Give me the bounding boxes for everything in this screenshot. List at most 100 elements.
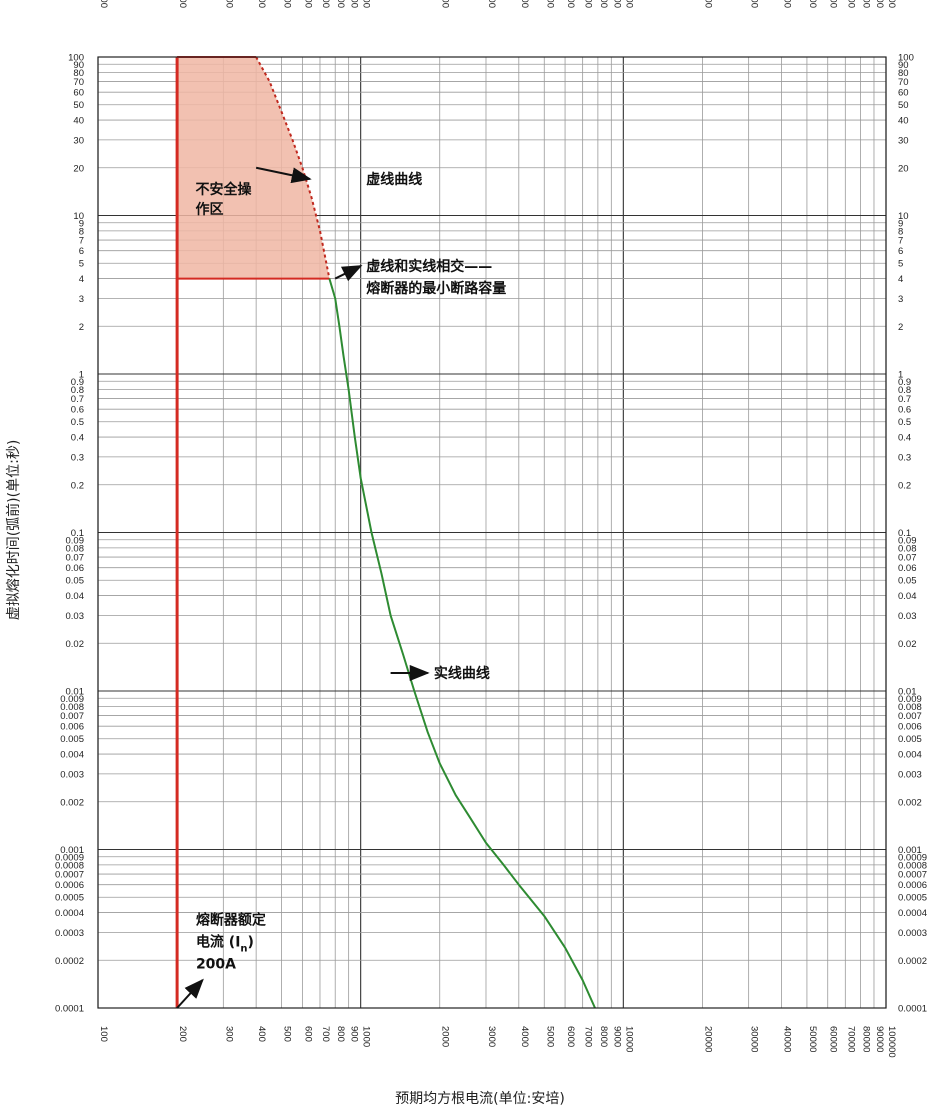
y-tick-label-right: 0.0001: [898, 1004, 927, 1015]
x-tick-label-top: 90000: [874, 0, 885, 8]
y-tick-label-left: 0.0002: [55, 956, 84, 967]
y-tick-label-left: 0.2: [71, 480, 84, 491]
x-tick-label-bottom: 6000: [565, 1026, 576, 1047]
y-tick-label-right: 90: [898, 60, 909, 71]
y-tick-label-left: 0.6: [71, 405, 84, 416]
unsafe-zone-label: 作区: [195, 201, 223, 218]
y-tick-label-left: 0.02: [66, 639, 85, 650]
x-tick-label-bottom: 3000: [486, 1026, 497, 1047]
y-tick-label-left: 0.0009: [55, 852, 84, 863]
x-tick-label-top: 100000: [886, 0, 897, 8]
y-tick-label-left: 0.07: [66, 553, 85, 564]
x-tick-label-bottom: 30000: [749, 1026, 760, 1052]
y-tick-label-right: 0.3: [898, 452, 911, 463]
x-tick-label-bottom: 90000: [874, 1026, 885, 1052]
x-tick-label-bottom: 40000: [781, 1026, 792, 1052]
y-tick-label-right: 4: [898, 274, 903, 285]
y-tick-label-right: 40: [898, 116, 909, 127]
y-tick-label-left: 0.09: [66, 535, 85, 546]
y-tick-label-right: 0.009: [898, 694, 922, 705]
y-tick-label-left: 8: [79, 226, 84, 237]
x-tick-labels-bottom: 100 200 300 400 500 600 700 800 900 1000 2000 3000 4…: [98, 1026, 897, 1058]
y-tick-label-right: 0.0008: [898, 860, 927, 871]
x-tick-label-top: 5000: [544, 0, 555, 8]
y-tick-label-right: 7: [898, 236, 903, 247]
x-tick-label-top: 900: [349, 0, 360, 8]
y-tick-label-right: 3: [898, 294, 903, 305]
y-tick-label-left: 0.0006: [55, 880, 84, 891]
y-tick-label-right: 0.04: [898, 591, 917, 602]
y-tick-label-right: 0.5: [898, 417, 911, 428]
x-tick-label-bottom: 600: [302, 1026, 313, 1042]
y-tick-label-right: 0.004: [898, 750, 922, 761]
y-tick-label-left: 3: [79, 294, 84, 305]
y-tick-label-right: 0.9: [898, 377, 911, 388]
x-tick-label-bottom: 1000: [361, 1026, 372, 1047]
y-tick-label-right: 0.001: [898, 845, 922, 856]
y-tick-label-right: 0.0002: [898, 956, 927, 967]
y-tick-label-left: 0.0007: [55, 870, 84, 881]
rated-current-label: 电流 (In): [196, 934, 254, 955]
y-tick-label-right: 0.0003: [898, 928, 927, 939]
x-tick-label-top: 3000: [486, 0, 497, 8]
x-tick-label-bottom: 900: [349, 1026, 360, 1042]
x-tick-label-bottom: 50000: [807, 1026, 818, 1052]
y-tick-label-left: 0.0005: [55, 893, 84, 904]
y-tick-label-right: 0.007: [898, 711, 922, 722]
y-tick-label-left: 0.01: [66, 687, 85, 698]
x-tick-label-top: 20000: [702, 0, 713, 8]
y-tick-label-left: 30: [73, 135, 84, 146]
x-tick-label-top: 6000: [565, 0, 576, 8]
x-tick-label-top: 600: [302, 0, 313, 8]
y-tick-label-right: 0.6: [898, 405, 911, 416]
dashed-curve: [255, 56, 331, 279]
y-tick-label-right: 0.03: [898, 611, 917, 622]
x-tick-label-bottom: 800: [335, 1026, 346, 1042]
y-tick-labels-left: 1009080706050403020109876543210.90.80.70…: [55, 53, 84, 1015]
x-tick-label-bottom: 5000: [544, 1026, 555, 1047]
y-tick-label-left: 7: [79, 236, 84, 247]
x-tick-label-top: 40000: [781, 0, 792, 8]
x-tick-label-bottom: 200: [177, 1026, 188, 1042]
y-tick-label-left: 0.5: [71, 417, 84, 428]
y-tick-label-right: 0.0004: [898, 908, 927, 919]
x-tick-label-top: 1000: [361, 0, 372, 8]
y-tick-label-left: 80: [73, 68, 84, 79]
solid-curve-label: 实线曲线: [434, 665, 490, 682]
x-tick-label-top: 50000: [807, 0, 818, 8]
y-tick-label-left: 0.005: [60, 734, 84, 745]
y-tick-label-left: 0.009: [60, 694, 84, 705]
x-tick-label-bottom: 100: [98, 1026, 109, 1042]
y-tick-label-left: 90: [73, 60, 84, 71]
x-tick-label-top: 30000: [749, 0, 760, 8]
x-tick-label-bottom: 80000: [861, 1026, 872, 1052]
y-tick-label-left: 0.003: [60, 769, 84, 780]
y-tick-label-right: 0.01: [898, 687, 917, 698]
y-tick-label-right: 0.7: [898, 394, 911, 405]
x-tick-label-top: 200: [177, 0, 188, 8]
y-tick-label-right: 10: [898, 211, 909, 222]
y-tick-label-right: 0.08: [898, 543, 917, 554]
x-tick-label-top: 100: [98, 0, 109, 8]
y-tick-label-right: 50: [898, 100, 909, 111]
y-tick-label-right: 0.0007: [898, 870, 927, 881]
y-tick-label-right: 0.006: [898, 722, 922, 733]
y-tick-label-right: 2: [898, 322, 903, 333]
rated-current-suffix: ): [248, 935, 254, 951]
y-tick-label-right: 9: [898, 218, 903, 229]
dashed-curve-label: 虚线曲线: [366, 171, 422, 188]
y-tick-label-right: 1: [898, 370, 903, 381]
rated-current-value: 200A: [196, 957, 236, 973]
dashed-curve-arrow: [255, 166, 312, 184]
y-tick-label-left: 20: [73, 163, 84, 174]
y-tick-label-left: 0.3: [71, 452, 84, 463]
x-tick-label-bottom: 10000: [623, 1026, 634, 1052]
x-tick-label-bottom: 7000: [583, 1026, 594, 1047]
unsafe-zone-label: 不安全操: [195, 181, 252, 198]
y-tick-label-left: 40: [73, 116, 84, 127]
y-tick-label-right: 0.005: [898, 734, 922, 745]
x-tick-label-top: 4000: [519, 0, 530, 8]
intersection-arrow: [334, 265, 363, 282]
